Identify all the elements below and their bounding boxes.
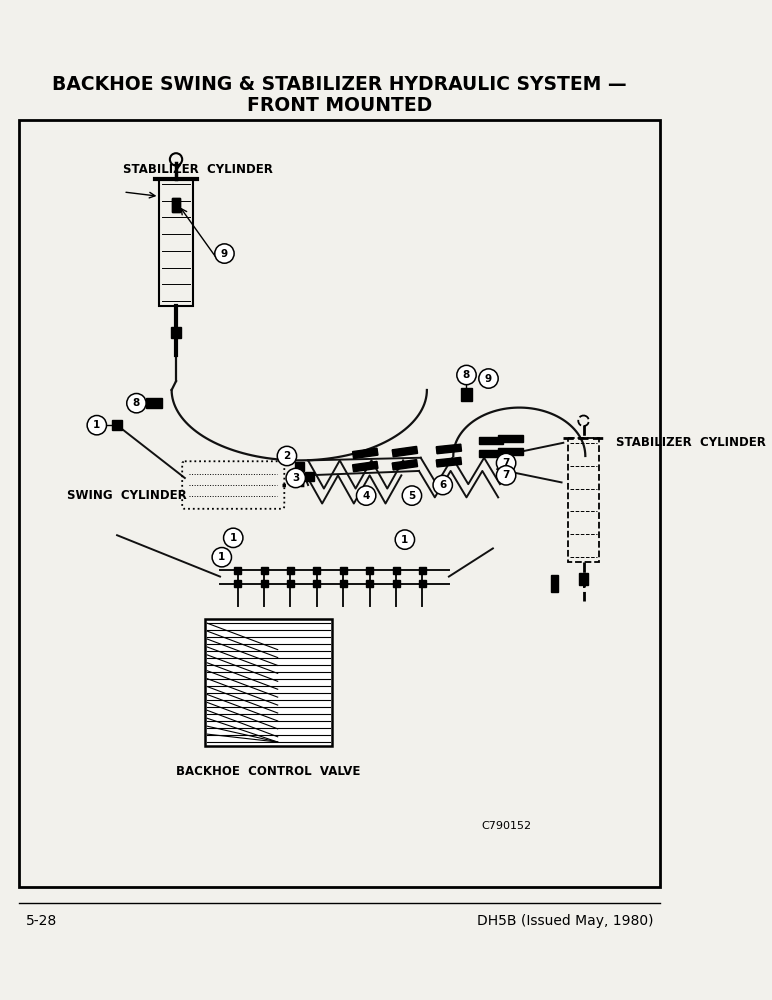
Text: 1: 1 (229, 533, 237, 543)
Bar (353, 461, 378, 472)
Bar (295, 462, 303, 471)
Text: STABILIZER  CYLINDER: STABILIZER CYLINDER (124, 163, 273, 176)
Bar (171, 198, 181, 212)
Text: BACKHOE  CONTROL  VALVE: BACKHOE CONTROL VALVE (176, 765, 361, 778)
Bar (260, 580, 268, 587)
Bar (479, 450, 503, 457)
Bar (260, 567, 268, 574)
Circle shape (496, 466, 516, 485)
Bar (551, 575, 558, 592)
Circle shape (127, 393, 146, 413)
Text: SWING  CYLINDER: SWING CYLINDER (67, 489, 187, 502)
Bar (366, 567, 373, 574)
Bar (436, 457, 462, 467)
Bar (19, 120, 660, 887)
Bar (479, 437, 503, 444)
Text: 4: 4 (363, 491, 370, 501)
Bar (112, 420, 122, 430)
Text: 1: 1 (401, 535, 408, 545)
Bar (171, 198, 181, 212)
Text: 9: 9 (485, 374, 492, 384)
Text: 9: 9 (221, 249, 228, 259)
Text: 7: 7 (503, 458, 510, 468)
Circle shape (479, 369, 498, 388)
Bar (579, 573, 588, 585)
Text: 1: 1 (218, 552, 225, 562)
Bar (419, 567, 426, 574)
Bar (234, 580, 241, 587)
Bar (306, 472, 314, 481)
Bar (353, 448, 378, 459)
Bar (392, 580, 400, 587)
Text: DH5B (Issued May, 1980): DH5B (Issued May, 1980) (476, 914, 653, 928)
Text: 3: 3 (292, 473, 300, 483)
Text: C790152: C790152 (481, 821, 531, 831)
Circle shape (212, 548, 232, 567)
Bar (366, 580, 373, 587)
Bar (392, 446, 418, 457)
Circle shape (395, 530, 415, 549)
Text: 8: 8 (133, 398, 140, 408)
Circle shape (433, 475, 452, 495)
Bar (171, 327, 181, 338)
Circle shape (357, 486, 376, 505)
Text: BACKHOE SWING & STABILIZER HYDRAULIC SYSTEM —: BACKHOE SWING & STABILIZER HYDRAULIC SYS… (52, 75, 627, 94)
Circle shape (224, 528, 243, 548)
Bar (567, 438, 599, 562)
Bar (287, 567, 294, 574)
Circle shape (277, 446, 296, 466)
Bar (436, 444, 462, 454)
Text: STABILIZER  CYLINDER: STABILIZER CYLINDER (616, 436, 766, 449)
Text: 5: 5 (408, 491, 415, 501)
Text: 6: 6 (439, 480, 446, 490)
Bar (498, 448, 523, 455)
Bar (287, 580, 294, 587)
Text: FRONT MOUNTED: FRONT MOUNTED (247, 96, 432, 115)
Text: 2: 2 (283, 451, 290, 461)
Circle shape (457, 365, 476, 385)
Circle shape (215, 244, 234, 263)
Bar (313, 567, 320, 574)
Bar (498, 435, 523, 442)
Bar (340, 580, 347, 587)
Bar (159, 179, 193, 306)
Circle shape (496, 453, 516, 473)
Bar (146, 398, 162, 408)
Bar (461, 388, 472, 401)
Bar (205, 619, 332, 746)
Text: 8: 8 (463, 370, 470, 380)
Circle shape (286, 468, 306, 488)
Bar (392, 460, 418, 470)
Text: 7: 7 (503, 470, 510, 480)
Bar (340, 567, 347, 574)
Bar (313, 580, 320, 587)
Circle shape (87, 416, 107, 435)
Text: 5-28: 5-28 (26, 914, 58, 928)
Circle shape (402, 486, 422, 505)
Bar (392, 567, 400, 574)
Bar (419, 580, 426, 587)
Bar (234, 567, 241, 574)
Text: 1: 1 (93, 420, 100, 430)
